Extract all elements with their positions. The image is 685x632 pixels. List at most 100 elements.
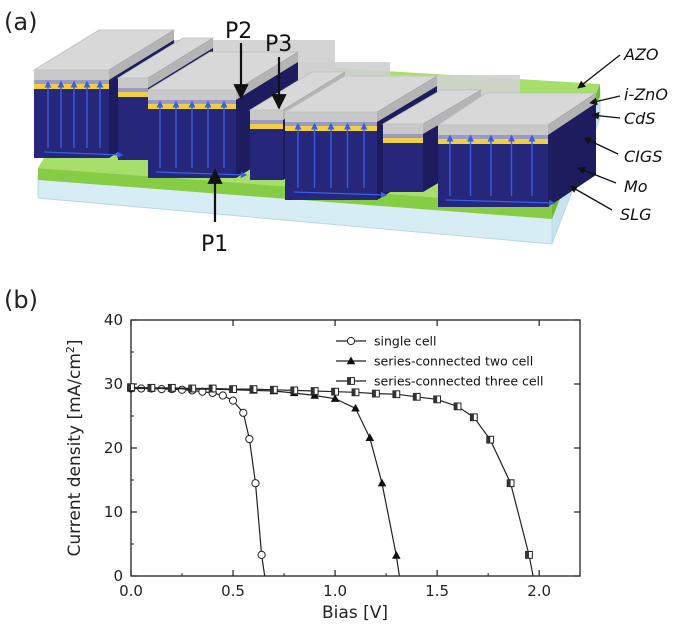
data-point [392, 390, 401, 399]
data-point [351, 403, 360, 412]
data-point [310, 387, 319, 395]
data-point [251, 479, 260, 488]
scribe-p3: P3 [265, 32, 292, 110]
series-line [131, 387, 400, 577]
legend-item-3: series-connected three cell [336, 374, 544, 389]
data-point [330, 394, 340, 402]
layer-label-slg: SLG [620, 205, 651, 224]
current-group-3 [293, 122, 388, 199]
cell-block-4 [436, 92, 598, 207]
legend-marker [346, 336, 356, 346]
marker-square-fill [525, 551, 529, 559]
layer-label-mo: Mo [624, 177, 648, 196]
data-point [245, 434, 254, 444]
data-point [331, 387, 339, 396]
layer-labels: AZO i-ZnO CdS CIGS Mo SLG [569, 45, 668, 224]
marker-square-fill [486, 436, 491, 444]
current-group-4 [445, 134, 556, 207]
data-point [377, 478, 387, 487]
y-tick-label: 10 [104, 503, 123, 521]
data-point [453, 402, 462, 411]
data-point [249, 385, 258, 394]
legend-label: series-connected three cell [374, 374, 544, 389]
x-axis: 0.0 0.5 1.0 1.5 2.0 [119, 320, 551, 600]
data-point [177, 385, 187, 394]
marker-square-fill [209, 385, 213, 392]
marker-square-fill [311, 387, 315, 395]
y-tick-label: 0 [113, 567, 123, 585]
marker-square-fill [392, 390, 397, 398]
data-point [412, 392, 421, 401]
data-point [167, 383, 176, 392]
lateral-current-arrow [293, 191, 388, 199]
series-1 [126, 384, 266, 577]
y-axis-title-superscript: 2 [64, 346, 77, 353]
cell-blocks [32, 29, 598, 207]
scribe-p2: P2 [225, 19, 252, 100]
legend-label: series-connected two cell [374, 354, 533, 369]
marker-square-fill [250, 385, 254, 393]
marker-square-fill [433, 395, 438, 403]
data-point [365, 433, 375, 441]
marker-square-fill [413, 393, 417, 401]
marker-square-fill [148, 384, 152, 392]
data-point [486, 435, 495, 444]
data-point [208, 384, 217, 393]
current-flow-arrows [43, 80, 556, 207]
marker-square-fill [290, 387, 295, 394]
data-point [157, 385, 166, 394]
data-point [228, 396, 238, 405]
p3-label: P3 [265, 32, 292, 57]
data-point [433, 395, 442, 404]
data-point [239, 408, 248, 417]
y-tick-label: 20 [104, 439, 123, 457]
x-tick-label: 1.5 [425, 582, 449, 600]
data-point [147, 383, 156, 392]
data-point [229, 385, 237, 394]
data-point [290, 386, 299, 395]
data-point [372, 389, 380, 398]
series-line [130, 386, 534, 577]
panel-a-letter: (a) [4, 8, 37, 36]
marker-square-fill [347, 377, 351, 385]
current-group-1 [43, 80, 124, 159]
x-tick-label: 2.0 [527, 582, 551, 600]
layer-label-azo: AZO [623, 45, 659, 64]
y-tick-label: 30 [104, 375, 123, 393]
y-axis-title: Current density [mA/cm2] [64, 339, 85, 556]
current-group-2 [155, 100, 248, 179]
series-3 [127, 383, 534, 577]
legend-item-1: single cell [336, 334, 437, 349]
lateral-current-arrow [43, 151, 124, 159]
layer-label-cigs: CIGS [624, 147, 662, 166]
marker-square-fill [454, 403, 458, 410]
data-point [218, 391, 227, 400]
layer-label-cds: CdS [624, 109, 655, 128]
marker-square-fill [188, 385, 193, 392]
legend-label: single cell [374, 334, 437, 349]
data-point [188, 384, 197, 393]
marker-square-fill [270, 386, 274, 394]
p1-label: P1 [201, 232, 228, 257]
lateral-current-arrow [155, 171, 248, 179]
data-point [351, 388, 360, 397]
marker-square-fill [331, 388, 336, 396]
series-2 [126, 383, 401, 577]
panel-b: (b) 0.0 0.5 1.0 1.5 2.0 0 10 20 30 40 Bias [V] C… [4, 286, 581, 623]
y-axis: 0 10 20 30 40 [104, 311, 580, 585]
p2-label: P2 [225, 19, 252, 44]
layer-label-izno: i-ZnO [624, 85, 668, 104]
data-point [506, 479, 515, 488]
lateral-current-arrow [445, 199, 556, 207]
x-tick-label: 0.0 [119, 582, 143, 600]
marker-square-fill [372, 390, 376, 397]
x-axis-title: Bias [V] [322, 603, 388, 623]
panel-b-letter: (b) [4, 286, 38, 314]
legend-item-2: series-connected two cell [336, 354, 533, 369]
legend-marker [347, 377, 355, 385]
y-axis-title-close: ] [65, 339, 85, 346]
data-point [257, 550, 266, 559]
scribe-p1: P1 [201, 168, 228, 257]
marker-square-fill [352, 388, 356, 396]
